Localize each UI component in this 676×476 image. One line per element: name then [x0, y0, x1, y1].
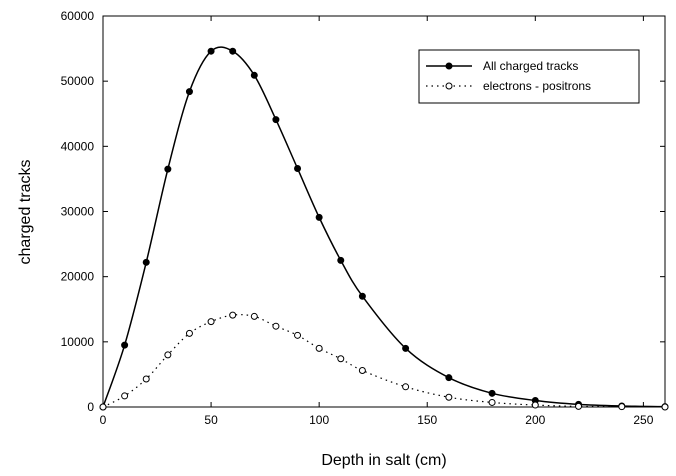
y-tick-label-5: 50000 — [61, 74, 95, 88]
data-point-electrons-positrons-11 — [337, 355, 345, 363]
y-tick-label-6: 60000 — [61, 9, 95, 23]
x-tick-label-1: 50 — [204, 413, 218, 427]
legend-label-all-charged: All charged tracks — [483, 59, 578, 73]
data-point-all-charged-tracks-4 — [185, 88, 193, 96]
data-point-electrons-positrons-6 — [229, 311, 237, 319]
legend-marker-all-charged — [445, 62, 453, 70]
data-point-electrons-positrons-9 — [294, 331, 302, 339]
legend: All charged tracks electrons - positrons — [418, 49, 640, 104]
x-tick-label-0: 0 — [100, 413, 107, 427]
data-point-all-charged-tracks-6 — [229, 47, 237, 55]
data-point-all-charged-tracks-3 — [164, 165, 172, 173]
series-layer — [99, 46, 669, 411]
data-point-all-charged-tracks-12 — [358, 292, 366, 300]
data-point-electrons-positrons-14 — [445, 393, 453, 401]
data-point-electrons-positrons-1 — [121, 392, 129, 400]
data-point-electrons-positrons-18 — [618, 403, 626, 411]
data-point-electrons-positrons-16 — [531, 401, 539, 409]
data-point-electrons-positrons-5 — [207, 318, 215, 326]
data-point-all-charged-tracks-8 — [272, 116, 280, 124]
data-point-all-charged-tracks-10 — [315, 213, 323, 221]
y-tick-label-4: 40000 — [61, 139, 95, 153]
data-point-electrons-positrons-2 — [142, 375, 150, 383]
data-point-all-charged-tracks-7 — [250, 71, 258, 79]
legend-label-electrons-positrons: electrons - positrons — [483, 79, 591, 93]
legend-box — [418, 49, 640, 104]
x-tick-label-5: 250 — [633, 413, 653, 427]
axis-ticks: 0 50 100 150 200 250 0 10000 20000 30000 40000 5000… — [61, 9, 665, 427]
data-point-all-charged-tracks-11 — [337, 256, 345, 264]
data-point-all-charged-tracks-1 — [121, 341, 129, 349]
data-point-electrons-positrons-15 — [488, 398, 496, 406]
y-tick-label-3: 30000 — [61, 205, 95, 219]
x-tick-label-4: 200 — [525, 413, 545, 427]
y-tick-label-0: 0 — [87, 400, 94, 414]
data-point-electrons-positrons-19 — [661, 403, 669, 411]
x-axis-title: Depth in salt (cm) — [321, 452, 446, 469]
data-point-all-charged-tracks-14 — [445, 374, 453, 382]
data-point-all-charged-tracks-5 — [207, 47, 215, 55]
series-line-electrons-positrons — [102, 314, 666, 408]
x-tick-label-3: 150 — [417, 413, 437, 427]
data-point-electrons-positrons-12 — [358, 367, 366, 375]
y-tick-label-1: 10000 — [61, 335, 95, 349]
data-point-all-charged-tracks-2 — [142, 258, 150, 266]
data-point-electrons-positrons-3 — [164, 351, 172, 359]
y-tick-label-2: 20000 — [61, 270, 95, 284]
data-point-electrons-positrons-13 — [402, 383, 410, 391]
data-point-all-charged-tracks-15 — [488, 389, 496, 397]
data-point-electrons-positrons-8 — [272, 322, 280, 330]
data-point-electrons-positrons-10 — [315, 344, 323, 352]
x-tick-label-2: 100 — [309, 413, 329, 427]
legend-marker-electrons-positrons — [445, 82, 453, 90]
data-point-electrons-positrons-0 — [99, 403, 107, 411]
y-axis-title: charged tracks — [17, 160, 34, 265]
data-point-electrons-positrons-17 — [575, 402, 583, 410]
data-point-electrons-positrons-7 — [250, 312, 258, 320]
data-point-electrons-positrons-4 — [185, 329, 193, 337]
data-point-all-charged-tracks-9 — [294, 164, 302, 172]
data-point-all-charged-tracks-13 — [402, 344, 410, 352]
series-line-all-charged-tracks — [102, 46, 666, 408]
